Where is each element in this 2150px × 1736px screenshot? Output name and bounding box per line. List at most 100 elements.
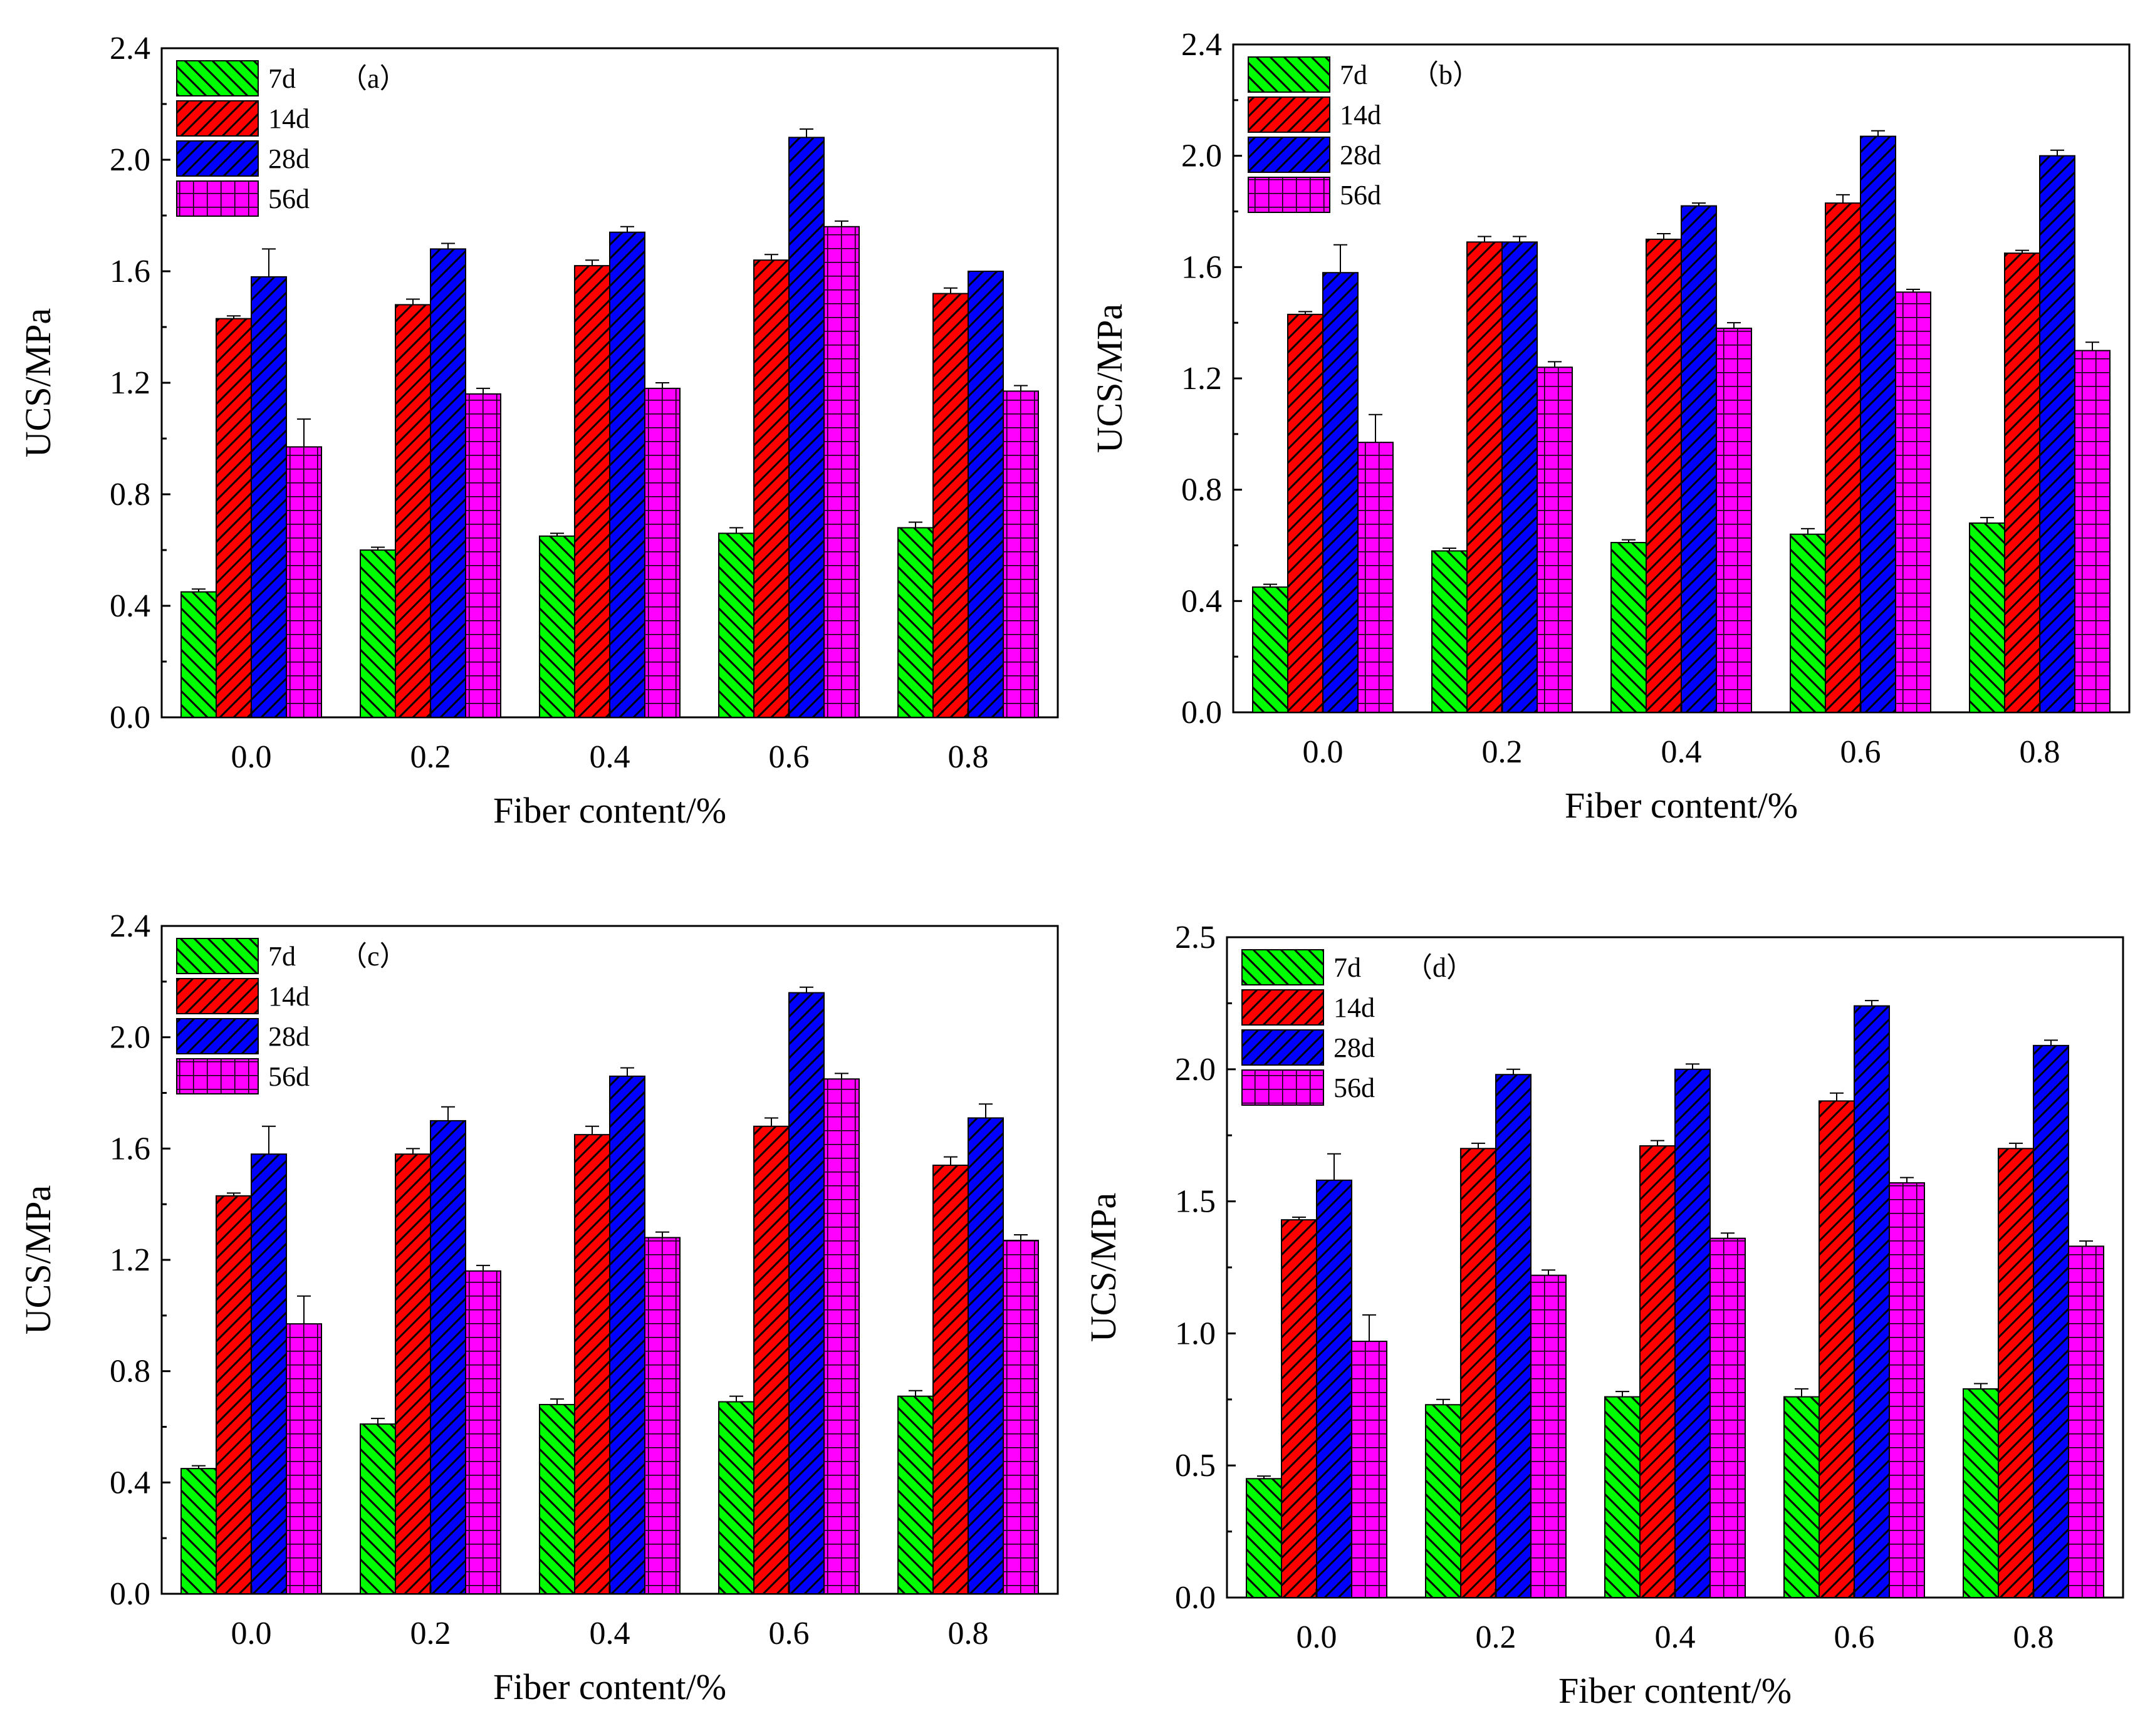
chart-panel-b: 0.0 0.4 0.8 1.2 1.6 2.0 2.4 0.0 0.2 0.4 0.6 0.8 Fibe… xyxy=(1089,27,2131,826)
x-axis-title: Fiber content/% xyxy=(493,790,726,831)
bar-28d-0.0 xyxy=(1316,1179,1352,1598)
x-tick-label: 0.6 xyxy=(769,1616,810,1651)
bar-56d-0.8 xyxy=(1003,1239,1039,1594)
legend-swatch-56d xyxy=(176,1058,259,1094)
bar-7d-0.8 xyxy=(897,527,934,719)
y-tick-label: 2.5 xyxy=(1175,920,1216,955)
bar-56d-0.0 xyxy=(1357,442,1394,713)
bar-56d-0.6 xyxy=(1895,291,1931,713)
bar-7d-0.0 xyxy=(1252,586,1288,713)
bar-56d-0.6 xyxy=(823,226,860,718)
legend-label-56d: 56d xyxy=(1333,1073,1375,1103)
legend-swatch-7d xyxy=(176,60,259,96)
bar-28d-0.8 xyxy=(968,1117,1004,1594)
x-tick-label: 0.0 xyxy=(231,1616,272,1651)
bar-56d-0.6 xyxy=(1889,1182,1925,1598)
y-tick-label: 2.4 xyxy=(110,908,150,944)
bar-56d-0.0 xyxy=(286,446,322,718)
bar-7d-0.6 xyxy=(718,533,754,718)
legend-label-28d: 28d xyxy=(1333,1032,1375,1063)
y-tick-label: 0.0 xyxy=(1181,695,1222,730)
x-tick-label: 0.8 xyxy=(948,1616,989,1651)
bar-7d-0.2 xyxy=(360,549,396,718)
bar-7d-0.4 xyxy=(539,535,575,718)
y-tick-label: 2.4 xyxy=(110,31,150,66)
bar-7d-0.2 xyxy=(1425,1404,1461,1598)
legend-swatch-28d xyxy=(176,1018,259,1054)
x-tick-label: 0.4 xyxy=(1655,1619,1696,1655)
y-tick-label: 1.6 xyxy=(1181,249,1222,285)
bar-7d-0.2 xyxy=(1431,550,1468,714)
legend-label-7d: 7d xyxy=(1333,952,1361,983)
x-tick-label: 0.2 xyxy=(1476,1619,1516,1655)
legend-swatch-56d xyxy=(176,180,259,217)
y-tick-label: 1.6 xyxy=(110,1131,150,1167)
legend-swatch-7d xyxy=(176,938,259,974)
bar-14d-0.8 xyxy=(1998,1148,2034,1598)
y-tick-label: 0.8 xyxy=(110,477,150,512)
bar-7d-0.6 xyxy=(718,1401,754,1594)
bar-14d-0.2 xyxy=(1466,241,1503,713)
bar-14d-0.4 xyxy=(1646,238,1682,713)
bar-28d-0.2 xyxy=(1501,241,1538,713)
bar-28d-0.8 xyxy=(968,271,1004,718)
bar-14d-0.6 xyxy=(753,1125,790,1595)
bar-56d-0.2 xyxy=(1537,366,1573,713)
y-tick-label: 1.0 xyxy=(1175,1316,1216,1351)
bar-28d-0.6 xyxy=(788,992,825,1594)
legend-label-56d: 56d xyxy=(268,184,310,214)
bar-7d-0.2 xyxy=(360,1423,396,1595)
x-axis-title: Fiber content/% xyxy=(1558,1670,1792,1711)
bar-28d-0.8 xyxy=(2033,1044,2069,1598)
x-tick-label: 0.4 xyxy=(590,739,630,775)
y-tick-label: 0.0 xyxy=(110,700,150,735)
y-tick-label: 1.2 xyxy=(1181,361,1222,397)
y-axis-title: UCS/MPa xyxy=(18,1185,58,1335)
bar-56d-0.4 xyxy=(1709,1237,1746,1598)
x-tick-label: 0.4 xyxy=(590,1616,630,1651)
y-tick-label: 0.4 xyxy=(110,1465,150,1500)
bar-14d-0.6 xyxy=(1819,1100,1855,1598)
x-tick-label: 0.6 xyxy=(1834,1619,1875,1655)
bar-14d-0.0 xyxy=(1287,313,1323,713)
bar-56d-0.2 xyxy=(1530,1274,1567,1598)
bar-14d-0.0 xyxy=(1281,1219,1317,1599)
chart-panel-d: 0.0 0.5 1.0 1.5 2.0 2.5 0.0 0.2 0.4 0.6 0.8 Fiber c… xyxy=(1083,920,2124,1711)
y-axis-title: UCS/MPa xyxy=(18,308,58,458)
bar-56d-0.2 xyxy=(465,1270,501,1595)
x-tick-label: 0.8 xyxy=(2020,734,2060,770)
bar-14d-0.2 xyxy=(395,1153,431,1594)
bar-7d-0.8 xyxy=(1969,522,2005,713)
y-tick-label: 1.2 xyxy=(110,365,150,401)
x-tick-label: 0.0 xyxy=(231,739,272,775)
bar-28d-0.4 xyxy=(609,1075,645,1594)
bar-7d-0.0 xyxy=(1246,1478,1282,1599)
bar-14d-0.8 xyxy=(2004,252,2040,713)
y-tick-label: 0.5 xyxy=(1175,1448,1216,1484)
bar-28d-0.2 xyxy=(1495,1074,1532,1599)
x-tick-label: 0.2 xyxy=(410,1616,451,1651)
y-tick-label: 2.0 xyxy=(110,1020,150,1056)
bar-14d-0.6 xyxy=(753,259,790,718)
bar-28d-0.4 xyxy=(1681,205,1717,714)
y-tick-label: 0.0 xyxy=(110,1576,150,1612)
y-axis-title: UCS/MPa xyxy=(1089,304,1130,454)
bar-28d-0.8 xyxy=(2039,155,2075,713)
y-tick-label: 2.4 xyxy=(1181,27,1222,63)
x-tick-label: 0.2 xyxy=(410,739,451,775)
bar-56d-0.2 xyxy=(465,393,501,718)
bar-14d-0.6 xyxy=(1825,202,1861,713)
bar-28d-0.0 xyxy=(251,1153,287,1594)
panel-label: （a） xyxy=(340,63,407,94)
bar-28d-0.0 xyxy=(1322,272,1359,713)
bar-56d-0.4 xyxy=(644,387,681,718)
bar-28d-0.0 xyxy=(251,276,287,718)
legend-label-14d: 14d xyxy=(268,103,310,134)
bar-28d-0.4 xyxy=(609,231,645,718)
chart-panel-c: 0.0 0.4 0.8 1.2 1.6 2.0 2.4 0.0 0.2 0.4 0.6 0.8 Fibe… xyxy=(18,908,1059,1707)
legend-swatch-28d xyxy=(1241,1029,1324,1066)
x-tick-label: 0.8 xyxy=(948,739,989,775)
bar-7d-0.6 xyxy=(1783,1396,1820,1598)
y-tick-label: 2.0 xyxy=(1175,1052,1216,1088)
bar-28d-0.2 xyxy=(430,1120,466,1594)
